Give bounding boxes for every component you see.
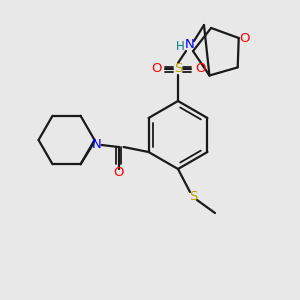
Text: N: N	[185, 38, 195, 52]
Text: O: O	[113, 167, 124, 179]
Text: N: N	[92, 137, 101, 151]
Text: O: O	[195, 62, 205, 76]
Text: S: S	[189, 190, 197, 203]
Text: O: O	[151, 62, 161, 76]
Text: O: O	[239, 32, 250, 44]
Text: S: S	[174, 62, 182, 76]
Text: H: H	[176, 40, 184, 52]
